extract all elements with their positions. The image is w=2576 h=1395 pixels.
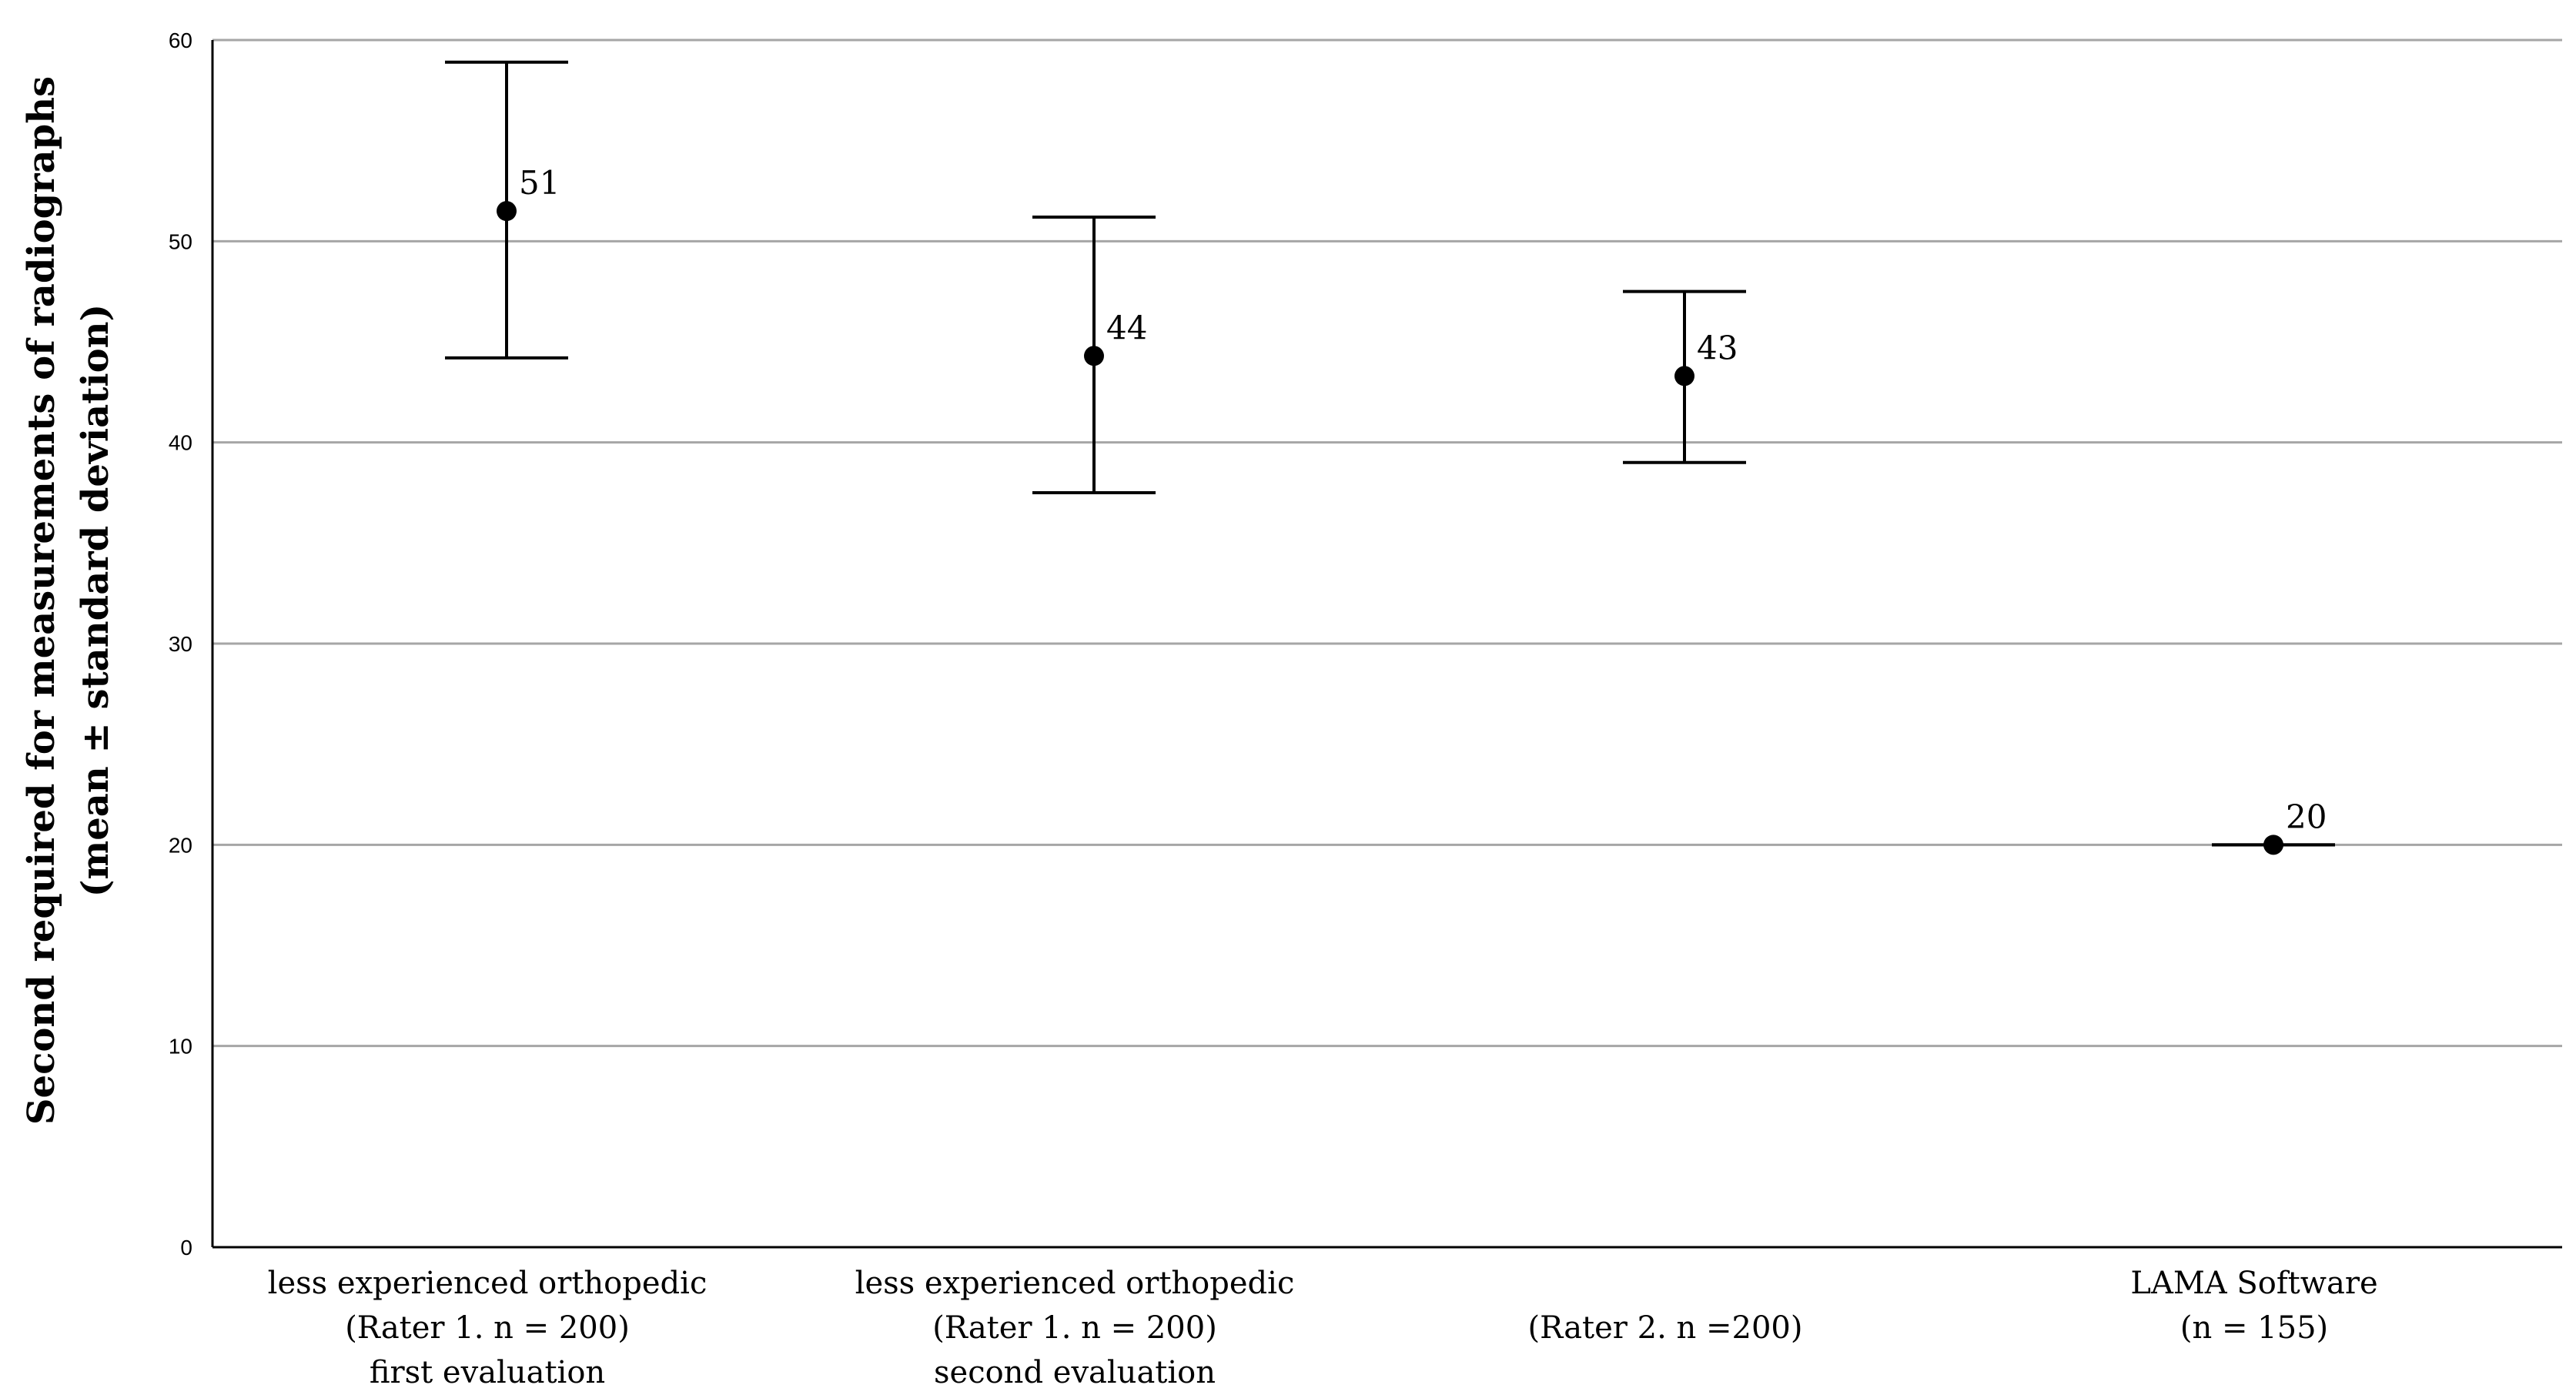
axes	[211, 40, 2562, 1249]
data-labels: 51 44 43 20	[519, 164, 2327, 835]
data-label: 51	[519, 164, 560, 202]
category-label-line: LAMA Software	[2130, 1266, 2377, 1301]
data-label: 44	[1106, 309, 1147, 346]
mean-points	[497, 201, 2283, 855]
gridlines	[212, 38, 2562, 1048]
data-label: 43	[1697, 329, 1738, 366]
y-tick-label: 10	[169, 1035, 192, 1059]
mean-point	[1084, 346, 1104, 366]
mean-point	[497, 201, 517, 222]
category-label-line: (Rater 1. n = 200)	[932, 1310, 1217, 1346]
category-label-line: less experienced orthopedic	[855, 1266, 1295, 1301]
y-tick-label: 30	[169, 632, 192, 656]
y-tick-label: 40	[169, 431, 192, 455]
mean-point	[2263, 835, 2283, 855]
y-tick-label: 20	[169, 833, 192, 857]
category-labels: less experienced orthopedic (Rater 1. n =…	[268, 1266, 2378, 1390]
mean-point	[1674, 366, 1694, 386]
category-label-line: (Rater 2. n =200)	[1528, 1310, 1803, 1346]
y-tick-label: 50	[169, 229, 192, 253]
y-tick-label: 60	[169, 28, 192, 52]
y-axis-title-line-1: Second required for measurements of radi…	[20, 76, 63, 1125]
category-label-line: second evaluation	[934, 1355, 1216, 1390]
data-label: 20	[2286, 798, 2327, 835]
y-tick-labels: 0 10 20 30 40 50 60	[169, 28, 192, 1260]
category-label-line: (Rater 1. n = 200)	[345, 1310, 630, 1346]
error-bars	[445, 60, 2335, 847]
y-tick-label: 0	[180, 1236, 192, 1260]
y-axis-title-line-2: (mean ± standard deviation)	[74, 304, 117, 897]
category-label-line: less experienced orthopedic	[268, 1266, 708, 1301]
category-label-line: (n = 155)	[2180, 1310, 2328, 1346]
category-label-line: first evaluation	[370, 1355, 605, 1390]
